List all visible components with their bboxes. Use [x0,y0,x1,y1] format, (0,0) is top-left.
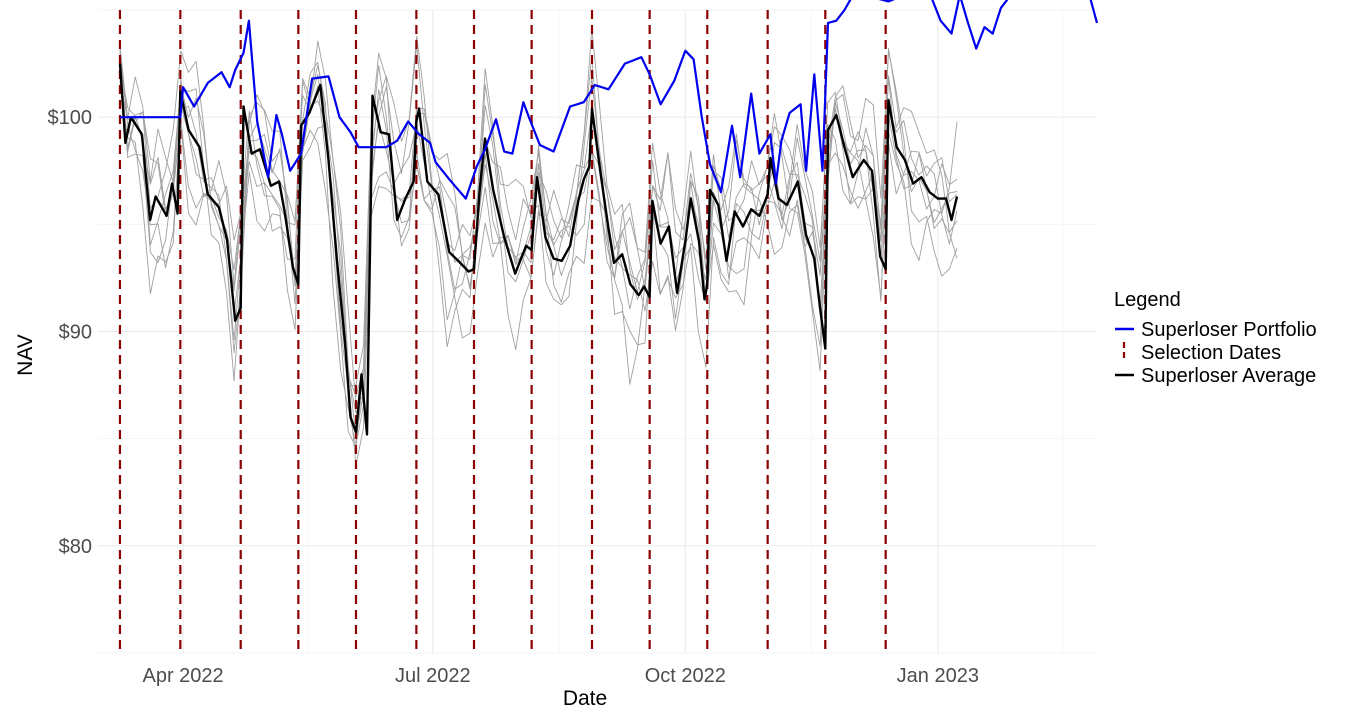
y-tick-label: $90 [59,322,92,344]
legend-label: Superloser Portfolio [1141,319,1317,341]
y-tick-label: $100 [48,107,93,129]
x-tick-label: Jan 2023 [897,665,979,687]
constituent-line [119,53,958,387]
x-axis-title: Date [563,687,607,710]
constituent-line [119,40,958,405]
constituent-line [119,63,958,413]
legend-label: Selection Dates [1141,342,1281,364]
x-tick-label: Jul 2022 [395,665,471,687]
grid [98,9,1097,654]
superloser-portfolio-line [120,0,1099,200]
x-tick-label: Oct 2022 [645,665,726,687]
constituent-lines [119,28,958,466]
average-line-group [118,63,959,436]
legend-label: Superloser Average [1141,365,1316,387]
y-axis-title: NAV [14,334,37,376]
portfolio-line-group [120,0,1099,200]
axes: Date NAV Apr 2022 Jul 2022 Oct 2022 Jan 202… [14,107,979,710]
legend-title: Legend [1114,289,1181,311]
y-tick-label: $80 [59,536,92,558]
superloser-average-line [118,63,959,436]
x-tick-label: Apr 2022 [142,665,223,687]
